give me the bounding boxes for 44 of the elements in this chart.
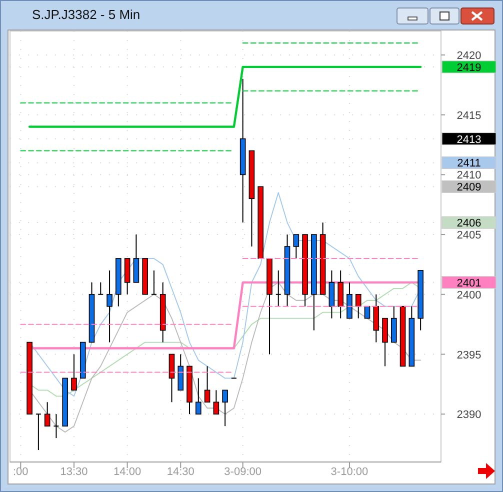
x-tick-label: 14:00: [114, 466, 142, 478]
y-tick-label: 2400: [456, 289, 482, 302]
y-tick-label: 2415: [456, 110, 482, 122]
y-tick-label: 2410: [456, 170, 482, 182]
x-tick-label: :00: [13, 466, 28, 478]
x-tick-label: 3-10:00: [330, 466, 368, 478]
candlestick: [382, 318, 388, 367]
candlestick: [355, 294, 362, 319]
y-tick-label: 2395: [456, 349, 482, 362]
candlestick: [373, 294, 380, 343]
candlestick: [124, 258, 130, 295]
candlestick: [338, 270, 344, 319]
y-tick-label: 2406: [456, 218, 482, 230]
y-tick-label: 2390: [456, 409, 482, 422]
y-tick-label: 2401: [456, 277, 482, 290]
y-tick-label: 2411: [457, 158, 481, 170]
y-tick-label: 2420: [456, 50, 482, 62]
candlestick: [222, 390, 228, 427]
candlestick: [98, 282, 104, 295]
candlestick: [71, 354, 77, 391]
candlestick: [36, 414, 41, 451]
y-tick-label: 2413: [456, 134, 482, 146]
candlestick: [276, 270, 281, 307]
candlestick: [391, 306, 397, 343]
candlestick: [168, 354, 175, 403]
candlestick: [328, 270, 335, 319]
candlestick: [178, 354, 184, 391]
candlestick: [204, 366, 210, 403]
y-tick-label: 2405: [456, 230, 482, 242]
candlestick: [54, 414, 59, 439]
x-tick-label: 13:30: [60, 466, 88, 478]
x-tick-label: 14:30: [166, 466, 194, 478]
candlestick: [195, 378, 202, 415]
y-tick-label: 2409: [456, 182, 482, 194]
candlestick: [44, 402, 50, 427]
x-tick-label: 3-09:00: [224, 466, 262, 478]
candlestick: [151, 270, 156, 295]
y-tick-label: 2419: [456, 62, 482, 74]
candlestick: [213, 390, 220, 415]
chart-title: S.JP.J3382 - 5 Min: [32, 7, 140, 22]
candlestick: [133, 234, 140, 283]
candlestick: [346, 282, 352, 319]
candlestick: [293, 234, 300, 259]
candlestick: [106, 270, 112, 343]
